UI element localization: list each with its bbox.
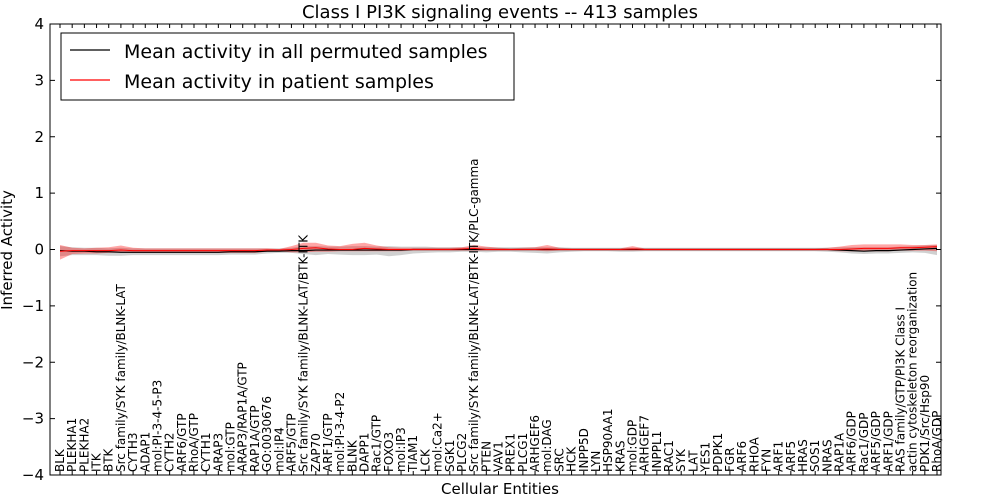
x-tick-label: TIAM1 [406,435,420,473]
x-tick-label: ARF6 [735,441,749,472]
x-tick-label: Rac1/GDP [857,413,871,472]
y-tick-label: 4 [34,15,44,33]
x-tick-label: GO:0030676 [260,396,274,472]
x-tick-label: PLCG2 [455,433,469,472]
x-tick-label: PREX1 [504,433,518,472]
x-tick-label: ITK [90,452,104,472]
line-patient [59,246,938,252]
x-tick-label: ARAP3/RAP1A/GTP [236,362,250,472]
x-tick-label: SYK [674,448,688,472]
x-tick-label: CYTH1 [199,433,213,473]
x-tick-label: DAPP1 [358,433,372,472]
x-tick-label: LCK [418,448,432,472]
x-tick-label: ARF5 [784,441,798,472]
chart-title: Class I PI3K signaling events -- 413 sam… [302,2,698,23]
x-tick-label: HSP90AA1 [601,408,615,472]
x-tick-label: SRC [552,448,566,472]
x-axis-label: Cellular Entities [441,480,559,498]
x-tick-label: ARAP3 [211,433,225,472]
x-tick-label: ARF1/GDP [881,411,895,472]
x-tick-label: Src family/SYK family/BLNK-LAT/BTK-ITK/P… [467,158,481,472]
legend-label-patient: Mean activity in patient samples [124,71,434,93]
legend: Mean activity in all permuted samples Me… [60,32,515,101]
x-tick-label: NRAS [820,439,834,472]
x-tick-label: HCK [565,446,579,472]
x-tick-label: YES1 [699,442,713,473]
y-tick-label: −1 [22,297,44,315]
x-tick-label: mol:IP3 [394,427,408,472]
legend-box [60,32,515,101]
x-tick-label: HRAS [796,439,810,472]
x-tick-label: RAS family/GTP/PI3K Class I [893,307,907,472]
x-tick-label: ARF6/GTP [175,413,189,472]
x-tick-label: ARF5/GDP [869,411,883,472]
x-tick-label: mol:GDP [625,420,639,472]
x-tick-label: RhoA/GTP [187,413,201,472]
y-tick-label: 0 [34,241,44,259]
x-tick-label: ARF6/GDP [845,411,859,472]
y-tick-label: 3 [34,71,44,89]
x-tick-label: ARHGEF7 [638,415,652,472]
x-tick-label: INPPL1 [650,431,664,472]
x-tick-label: PDK1/Src/Hsp90 [918,375,932,472]
x-tick-label: mol:DAG [540,419,554,472]
x-tick-label: BLNK [345,439,359,472]
x-tick-label: FOXO3 [382,432,396,472]
y-tick-label: −2 [22,353,44,371]
y-tick-label: −4 [22,466,44,484]
x-tick-label: actin cytoskeleton reorganization [906,272,920,472]
x-tick-label: ARF1 [772,441,786,472]
x-tick-label: CYTH3 [126,432,140,472]
x-tick-label: ARF5/GTP [284,413,298,472]
x-tick-label: PLEKHA2 [77,418,91,472]
x-tick-label: SOS1 [808,440,822,472]
x-tick-label: VAV1 [492,441,506,472]
x-tick-label: Rac1/GTP [370,415,384,472]
x-tick-label: RAC1 [662,440,676,472]
x-tick-label: RhoA/GDP [930,411,944,472]
x-tick-label: FGR [723,447,737,472]
band-permuted [60,244,937,257]
x-tick-label: mol:PI-3-4-P2 [333,392,347,472]
x-tick-label: Src family/SYK family/BLNK-LAT [114,283,128,472]
x-tick-label: SGK1 [443,440,457,472]
y-tick-label: −3 [22,410,44,428]
y-tick-label: 1 [34,184,44,202]
x-tick-label: PLCG1 [516,433,530,472]
x-tick-label: INPP5D [577,428,591,472]
x-tick-label: KRAS [613,440,627,472]
x-tick-label: CYTH2 [163,433,177,473]
x-tick-label: PDPK1 [711,433,725,472]
x-tick-label: RHOA [747,436,761,472]
x-tick-label: LAT [686,450,700,472]
x-tick-label: PTEN [479,441,493,472]
x-tick-label: mol:GTP [224,422,238,472]
x-tick-label: PLEKHA1 [65,418,79,472]
x-tick-label: RAP1A [833,432,847,472]
y-axis-label: Inferred Activity [0,190,16,310]
x-tick-label: ADAP1 [138,432,152,472]
series-lines [59,246,938,253]
x-axis-ticks [59,24,938,475]
x-tick-label: mol:Ca2+ [431,412,445,472]
x-tick-label: mol:IP4 [272,427,286,472]
x-tick-label: Src family/SYK family/BLNK-LAT/BTK-ITK [297,234,311,472]
legend-label-permuted: Mean activity in all permuted samples [124,41,487,63]
x-tick-label: ZAP70 [309,433,323,472]
x-tick-label: FYN [759,449,773,472]
x-tick-label: RAP1A/GTP [248,405,262,472]
x-tick-label: ARF1/GTP [321,413,335,472]
y-tick-label: 2 [34,128,44,146]
x-tick-label: LYN [589,451,603,472]
x-tick-label: ARHGEF6 [528,415,542,472]
confidence-bands [60,242,937,260]
x-tick-label: BLK [53,448,67,472]
x-tick-label: BTK [102,447,116,472]
y-axis-ticks: 4 3 2 1 0 −1 −2 −3 −4 [22,15,941,484]
x-tick-label: mol:PI-3-4-5-P3 [150,380,164,472]
